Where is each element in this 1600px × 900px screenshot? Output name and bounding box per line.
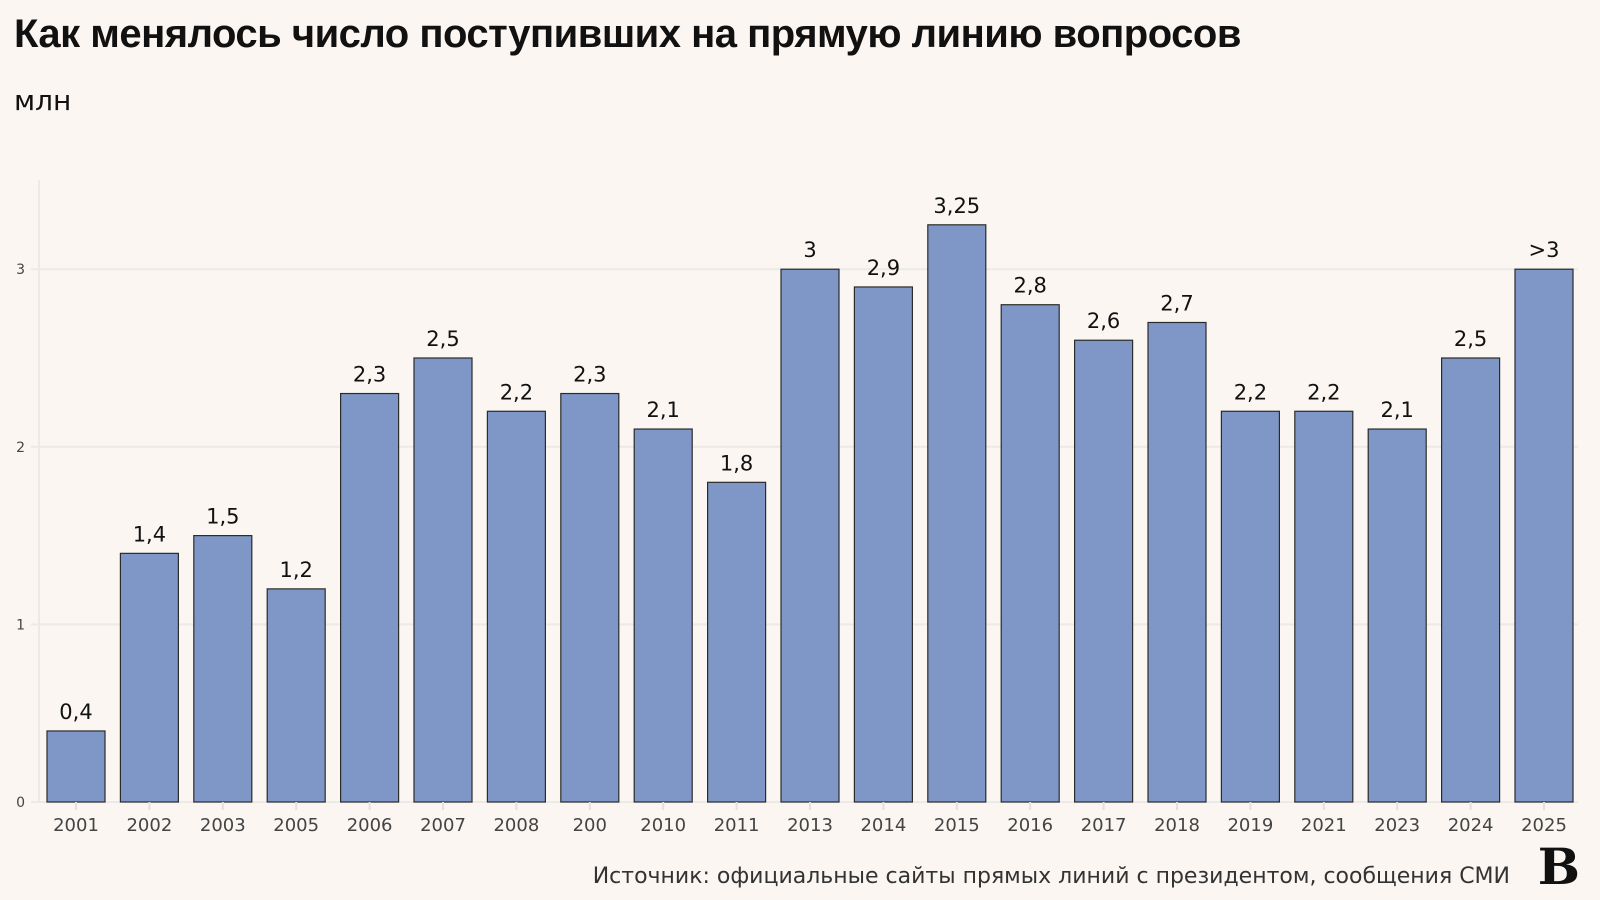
data-label: 1,8 — [720, 451, 753, 475]
x-tick-label: 2017 — [1081, 815, 1127, 836]
x-tick-label: 2008 — [493, 815, 539, 836]
data-label: 0,4 — [59, 700, 92, 724]
bar — [853, 286, 914, 803]
data-label: 1,2 — [279, 558, 312, 582]
bar — [1367, 428, 1427, 803]
vedomosti-logo: В — [1537, 837, 1580, 896]
y-tick-label: 2 — [16, 440, 25, 456]
data-label: 2,6 — [1087, 309, 1120, 333]
data-label: 2,9 — [867, 256, 900, 280]
x-tick-label: 2005 — [273, 815, 319, 836]
data-label: 1,4 — [133, 522, 166, 546]
x-tick-label: 2015 — [934, 815, 980, 836]
y-tick-label: 0 — [16, 795, 25, 811]
data-label: 2,1 — [1380, 398, 1413, 422]
bar — [780, 268, 840, 803]
x-tick-label: 2007 — [420, 815, 466, 836]
data-label: 1,5 — [206, 505, 239, 529]
data-label: 3,25 — [933, 194, 980, 218]
data-label: 2,3 — [353, 363, 386, 387]
y-tick-label: 1 — [16, 617, 25, 633]
x-tick-label: 2014 — [860, 815, 906, 836]
source-note: Источник: официальные сайты прямых линий… — [592, 864, 1510, 889]
bar — [706, 481, 767, 803]
x-tick-label: 2003 — [200, 815, 246, 836]
data-label: 2,5 — [1454, 327, 1487, 351]
data-label: 3 — [803, 238, 816, 262]
x-tick-label: 2001 — [53, 815, 99, 836]
x-tick-label: 2016 — [1007, 815, 1053, 836]
bar — [486, 410, 546, 803]
data-label: 2,3 — [573, 363, 606, 387]
chart-subtitle: млн — [14, 84, 72, 117]
data-label: 2,5 — [426, 327, 459, 351]
bar — [1294, 410, 1354, 803]
x-tick-label: 2024 — [1448, 815, 1494, 836]
bar — [1440, 357, 1501, 803]
y-tick-label: 3 — [16, 262, 25, 278]
bar — [46, 730, 106, 803]
data-label: >3 — [1529, 238, 1560, 262]
bar — [927, 224, 987, 803]
data-label: 2,2 — [500, 380, 533, 404]
x-tick-label: 2010 — [640, 815, 686, 836]
bar — [1073, 339, 1134, 803]
bar — [193, 534, 253, 803]
data-label: 2,2 — [1234, 380, 1267, 404]
x-tick-label: 2006 — [347, 815, 393, 836]
bar — [266, 588, 326, 803]
x-tick-label: 2018 — [1154, 815, 1200, 836]
bar — [633, 428, 693, 803]
data-label: 2,1 — [646, 398, 679, 422]
x-tick-label: 2013 — [787, 815, 833, 836]
x-tick-label: 2019 — [1227, 815, 1273, 836]
bar — [340, 392, 400, 803]
chart-title: Как менялось число поступивших на прямую… — [14, 12, 1241, 56]
bar — [413, 357, 473, 803]
x-tick-label: 2011 — [714, 815, 760, 836]
bar — [1147, 321, 1207, 803]
x-tick-label: 2002 — [126, 815, 172, 836]
bar — [560, 392, 620, 803]
bar — [1000, 304, 1060, 803]
bar — [1514, 268, 1574, 803]
bar — [119, 552, 180, 803]
x-tick-label: 2021 — [1301, 815, 1347, 836]
data-label: 2,7 — [1160, 291, 1193, 315]
bar — [1220, 410, 1281, 803]
x-tick-label: 2025 — [1521, 815, 1567, 836]
x-tick-label: 2023 — [1374, 815, 1420, 836]
data-label: 2,2 — [1307, 380, 1340, 404]
data-label: 2,8 — [1013, 274, 1046, 298]
x-tick-label: 200 — [573, 815, 607, 836]
